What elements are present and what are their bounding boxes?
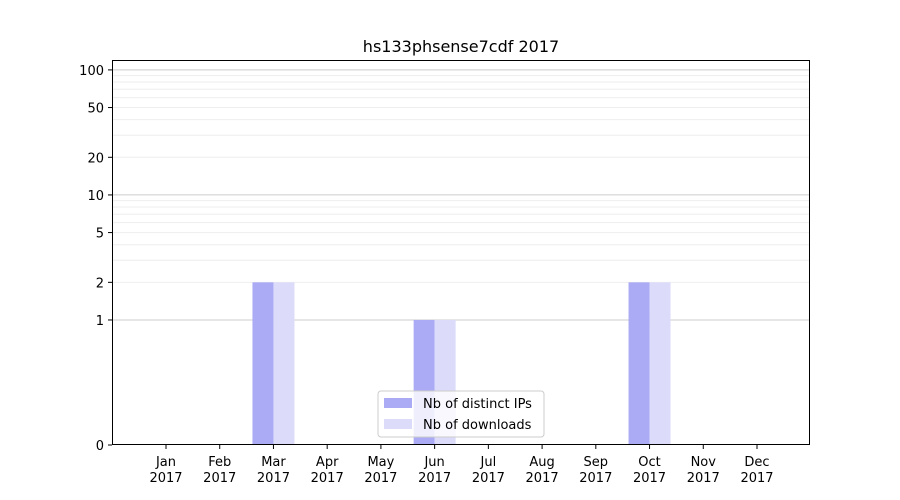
y-tick-label: 2 bbox=[96, 276, 104, 291]
bar-distinct-ips bbox=[252, 282, 274, 445]
x-tick-label: Oct 2017 bbox=[633, 455, 666, 486]
x-tick-label: Apr 2017 bbox=[311, 455, 344, 486]
x-tick-label: Feb 2017 bbox=[203, 455, 236, 486]
bar-downloads bbox=[649, 282, 671, 445]
grid-lines bbox=[112, 69, 810, 321]
x-tick-label: May 2017 bbox=[364, 455, 397, 486]
y-axis: 0 1 2 5 10 20 50 100 bbox=[79, 64, 112, 454]
x-tick-label: Aug 2017 bbox=[526, 455, 559, 486]
y-tick-label: 20 bbox=[87, 151, 104, 166]
legend-label: Nb of downloads bbox=[423, 418, 532, 433]
y-tick-label: 10 bbox=[87, 189, 104, 204]
x-tick-label: Mar 2017 bbox=[257, 455, 290, 486]
y-tick-label: 50 bbox=[87, 102, 104, 117]
legend-label: Nb of distinct IPs bbox=[423, 397, 532, 412]
x-tick-label: Jul 2017 bbox=[472, 455, 505, 486]
legend-swatch bbox=[384, 398, 412, 408]
x-tick-label: Jan 2017 bbox=[149, 455, 182, 486]
x-tick-label: Sep 2017 bbox=[579, 455, 612, 486]
bar-distinct-ips bbox=[628, 282, 650, 445]
legend: Nb of distinct IPs Nb of downloads bbox=[377, 390, 545, 438]
x-axis: Jan 2017 Feb 2017 Mar 2017 Apr 2017 May 2017 Jun 20… bbox=[149, 445, 774, 486]
plot-frame bbox=[112, 60, 810, 445]
x-tick-label: Dec 2017 bbox=[740, 455, 773, 486]
bars bbox=[252, 282, 671, 445]
y-tick-label: 100 bbox=[79, 64, 104, 79]
bar-downloads bbox=[273, 282, 295, 445]
legend-swatch bbox=[384, 419, 412, 429]
chart-title: hs133phsense7cdf 2017 bbox=[363, 37, 559, 56]
y-tick-label: 1 bbox=[96, 314, 104, 329]
y-tick-label: 0 bbox=[96, 439, 104, 454]
x-tick-label: Nov 2017 bbox=[687, 455, 720, 486]
y-tick-label: 5 bbox=[96, 227, 104, 242]
x-tick-label: Jun 2017 bbox=[418, 455, 451, 486]
legend-box bbox=[377, 390, 545, 438]
